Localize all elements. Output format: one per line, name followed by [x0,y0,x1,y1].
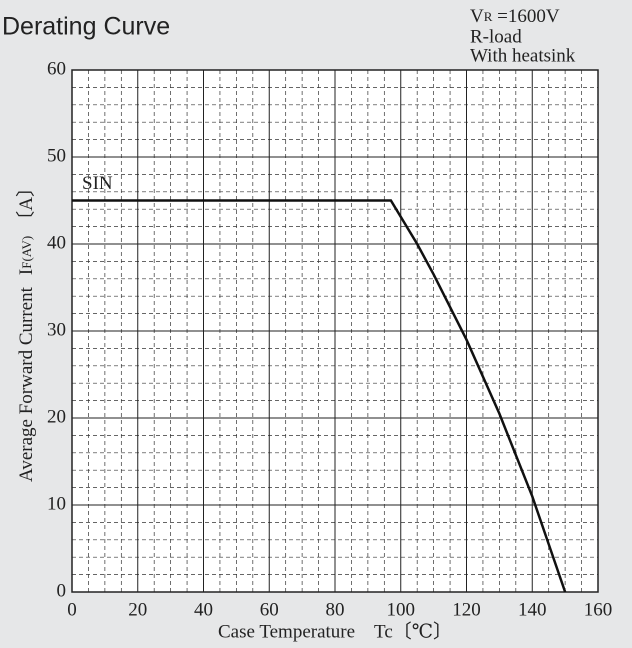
subscript: F(AV) [19,236,34,269]
value: =1600V [492,6,559,27]
x-tick-label: 120 [452,599,481,620]
y-tick-label: 20 [47,406,66,427]
y-tick-label: 50 [47,145,66,166]
x-tick-label: 140 [518,599,547,620]
y-tick-label: 0 [57,580,67,601]
y-tick-label: 10 [47,493,66,514]
x-tick-label: 160 [584,599,613,620]
series-label: SIN [82,173,113,194]
x-axis-label: Case Temperature Tc〔℃〕 [218,620,452,642]
condition-cooling: With heatsink [470,45,576,66]
y-axis-label: Average Forward Current IF(AV) 〔A〕 [15,178,37,482]
symbol: V [470,6,484,27]
x-tick-label: 80 [326,599,345,620]
x-tick-label: 0 [67,599,77,620]
label: Average Forward Current [16,286,37,482]
subscript: R [484,9,493,24]
x-tick-label: 20 [128,599,147,620]
unit: 〔A〕 [15,178,37,230]
x-tick-label: 40 [194,599,213,620]
plot-frame [71,69,599,593]
x-tick-label: 60 [260,599,279,620]
condition-voltage: VR =1600V [470,6,560,27]
symbol: I [16,269,37,275]
y-tick-label: 60 [47,58,66,79]
y-tick-label: 40 [47,232,66,253]
x-tick-label: 100 [387,599,416,620]
chart-title: Derating Curve [2,13,170,41]
condition-load: R-load [470,26,522,47]
data-line [72,199,567,593]
y-tick-label: 30 [47,319,66,340]
